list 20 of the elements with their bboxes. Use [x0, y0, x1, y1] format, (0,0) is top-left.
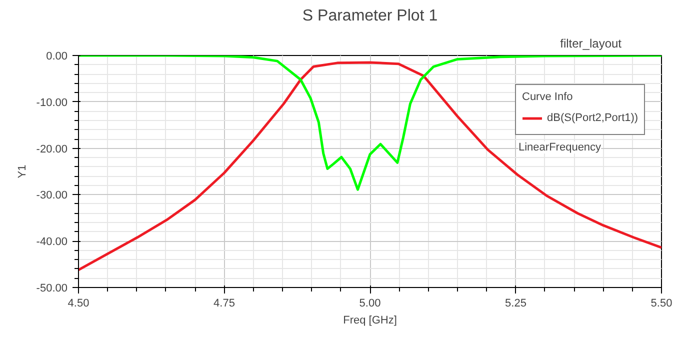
text: filter_layout [560, 36, 622, 50]
x-axis-title: Freq [GHz] [343, 314, 397, 326]
y-axis-title: Y1 [16, 164, 28, 178]
y-tick-label: 0.00 [46, 50, 68, 62]
chart-title: S Parameter Plot 1 [302, 8, 438, 24]
x-tick-label: 4.50 [68, 298, 90, 310]
x-tick-label: 4.75 [214, 298, 235, 310]
x-tick-label: 5.00 [359, 298, 381, 310]
y-tick-label: -50.00 [36, 282, 68, 294]
x-tick-label: 5.25 [505, 298, 526, 310]
legend-title: Curve Info [522, 91, 574, 103]
x-tick-label: 5.50 [650, 298, 672, 310]
line-series [78, 56, 662, 191]
annotation: LinearFrequency [518, 142, 602, 154]
legend-label: dB(S(Port2,Port1)) [547, 112, 638, 124]
y-tick-label: -10.00 [36, 96, 68, 109]
line-series [78, 61, 662, 272]
y-tick-label: -20.00 [36, 143, 68, 156]
y-tick-label: -40.00 [36, 236, 68, 248]
y-tick-label: -30.00 [36, 190, 68, 202]
